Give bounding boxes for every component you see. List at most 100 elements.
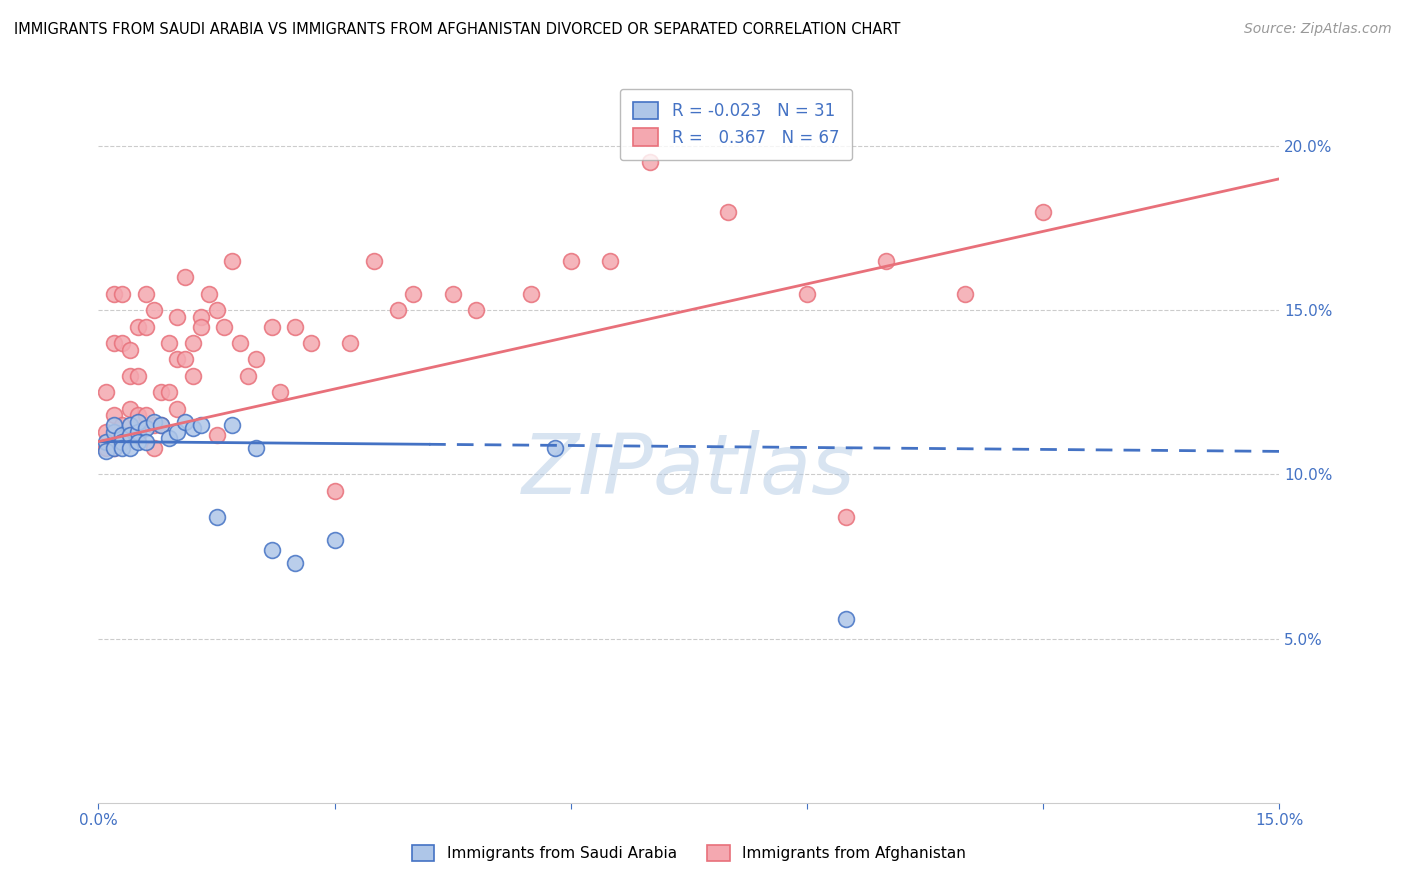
Point bbox=[599, 253, 621, 268]
Point bbox=[190, 319, 212, 334]
Point bbox=[166, 401, 188, 416]
Point bbox=[127, 368, 149, 383]
Point bbox=[103, 336, 125, 351]
Point bbox=[299, 336, 322, 351]
Point bbox=[127, 319, 149, 334]
Point bbox=[835, 612, 858, 626]
Point bbox=[214, 319, 236, 334]
Point bbox=[118, 428, 141, 442]
Point bbox=[875, 253, 897, 268]
Point bbox=[142, 418, 165, 433]
Point bbox=[205, 510, 228, 524]
Point bbox=[323, 533, 346, 547]
Point bbox=[103, 409, 125, 423]
Point bbox=[135, 319, 157, 334]
Point bbox=[339, 336, 361, 351]
Point bbox=[103, 441, 125, 455]
Point bbox=[157, 385, 180, 400]
Text: IMMIGRANTS FROM SAUDI ARABIA VS IMMIGRANTS FROM AFGHANISTAN DIVORCED OR SEPARATE: IMMIGRANTS FROM SAUDI ARABIA VS IMMIGRAN… bbox=[14, 22, 900, 37]
Point bbox=[560, 253, 582, 268]
Point bbox=[103, 441, 125, 455]
Point bbox=[544, 441, 567, 455]
Point bbox=[245, 441, 267, 455]
Point bbox=[402, 286, 425, 301]
Point bbox=[127, 409, 149, 423]
Point bbox=[717, 204, 740, 219]
Point bbox=[103, 425, 125, 439]
Point bbox=[174, 352, 197, 367]
Point bbox=[1032, 204, 1054, 219]
Point bbox=[142, 441, 165, 455]
Point bbox=[796, 286, 818, 301]
Point bbox=[260, 542, 283, 557]
Point bbox=[166, 352, 188, 367]
Point bbox=[174, 270, 197, 285]
Point bbox=[150, 418, 173, 433]
Point bbox=[284, 556, 307, 570]
Point bbox=[111, 441, 134, 455]
Point bbox=[229, 336, 252, 351]
Point bbox=[190, 418, 212, 433]
Point bbox=[181, 368, 204, 383]
Legend: Immigrants from Saudi Arabia, Immigrants from Afghanistan: Immigrants from Saudi Arabia, Immigrants… bbox=[405, 839, 973, 867]
Point bbox=[363, 253, 385, 268]
Point bbox=[638, 155, 661, 169]
Point bbox=[111, 418, 134, 433]
Point bbox=[118, 368, 141, 383]
Point bbox=[142, 415, 165, 429]
Point bbox=[127, 425, 149, 439]
Point bbox=[465, 303, 488, 318]
Point bbox=[323, 483, 346, 498]
Point bbox=[520, 286, 543, 301]
Point bbox=[111, 286, 134, 301]
Point bbox=[135, 409, 157, 423]
Point bbox=[260, 319, 283, 334]
Point bbox=[166, 425, 188, 439]
Text: ZIPatlas: ZIPatlas bbox=[522, 430, 856, 511]
Point bbox=[127, 428, 149, 442]
Point bbox=[150, 385, 173, 400]
Text: Source: ZipAtlas.com: Source: ZipAtlas.com bbox=[1244, 22, 1392, 37]
Point bbox=[118, 401, 141, 416]
Point bbox=[284, 319, 307, 334]
Point bbox=[269, 385, 291, 400]
Point bbox=[96, 425, 118, 439]
Point bbox=[111, 428, 134, 442]
Point bbox=[181, 336, 204, 351]
Point bbox=[118, 418, 141, 433]
Point bbox=[96, 385, 118, 400]
Point bbox=[205, 303, 228, 318]
Point bbox=[103, 286, 125, 301]
Point bbox=[166, 310, 188, 324]
Point bbox=[96, 444, 118, 458]
Point bbox=[127, 434, 149, 449]
Point bbox=[245, 352, 267, 367]
Point bbox=[221, 418, 243, 433]
Point bbox=[174, 415, 197, 429]
Point bbox=[953, 286, 976, 301]
Point bbox=[157, 336, 180, 351]
Point bbox=[111, 434, 134, 449]
Point bbox=[181, 421, 204, 435]
Point bbox=[103, 418, 125, 433]
Point bbox=[221, 253, 243, 268]
Point bbox=[387, 303, 409, 318]
Point bbox=[197, 286, 219, 301]
Point bbox=[236, 368, 259, 383]
Point bbox=[96, 441, 118, 455]
Point bbox=[150, 418, 173, 433]
Point bbox=[111, 336, 134, 351]
Point bbox=[142, 303, 165, 318]
Point bbox=[111, 434, 134, 449]
Point bbox=[441, 286, 464, 301]
Point bbox=[835, 510, 858, 524]
Point bbox=[127, 415, 149, 429]
Point bbox=[118, 441, 141, 455]
Point bbox=[205, 428, 228, 442]
Point bbox=[190, 310, 212, 324]
Point bbox=[118, 428, 141, 442]
Point bbox=[135, 421, 157, 435]
Point bbox=[157, 431, 180, 445]
Point bbox=[118, 343, 141, 357]
Point bbox=[135, 286, 157, 301]
